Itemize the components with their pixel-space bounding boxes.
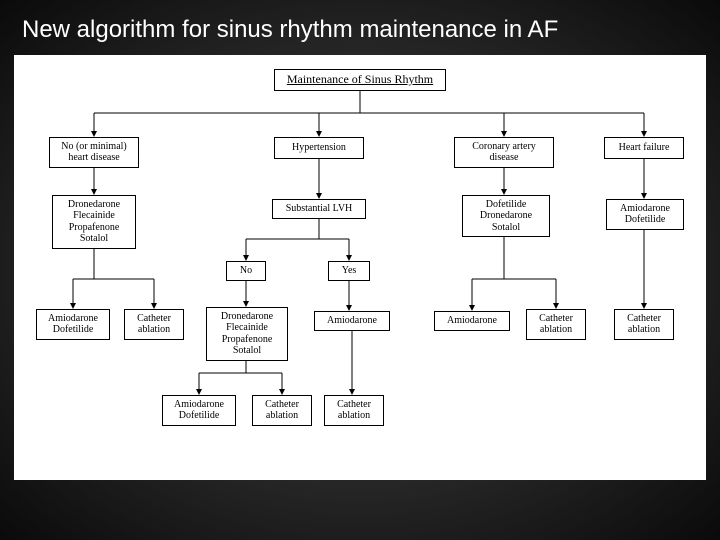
node-a1: No (or minimal)heart disease (49, 137, 139, 168)
node-a3: Coronary arterydisease (454, 137, 554, 168)
node-d1a: AmiodaroneDofetilide (36, 309, 110, 340)
node-b4: AmiodaroneDofetilide (606, 199, 684, 230)
node-d3a: Amiodarone (434, 311, 510, 331)
node-e2a: AmiodaroneDofetilide (162, 395, 236, 426)
node-d2a: DronedaroneFlecainidePropafenoneSotalol (206, 307, 288, 361)
node-d2b: Amiodarone (314, 311, 390, 331)
node-e2c: Catheterablation (324, 395, 384, 426)
node-a4: Heart failure (604, 137, 684, 159)
slide-title: New algorithm for sinus rhythm maintenan… (0, 0, 720, 55)
node-c2yes: Yes (328, 261, 370, 281)
slide: New algorithm for sinus rhythm maintenan… (0, 0, 720, 540)
node-e2b: Catheterablation (252, 395, 312, 426)
node-root: Maintenance of Sinus Rhythm (274, 69, 446, 91)
node-d4: Catheterablation (614, 309, 674, 340)
node-b3: DofetilideDronedaroneSotalol (462, 195, 550, 238)
node-b2: Substantial LVH (272, 199, 366, 219)
node-a2: Hypertension (274, 137, 364, 159)
node-b1: DronedaroneFlecainidePropafenoneSotalol (52, 195, 136, 249)
flowchart-area: Maintenance of Sinus Rhythm No (or minima… (14, 55, 706, 480)
node-c2no: No (226, 261, 266, 281)
node-d1b: Catheterablation (124, 309, 184, 340)
node-d3b: Catheterablation (526, 309, 586, 340)
